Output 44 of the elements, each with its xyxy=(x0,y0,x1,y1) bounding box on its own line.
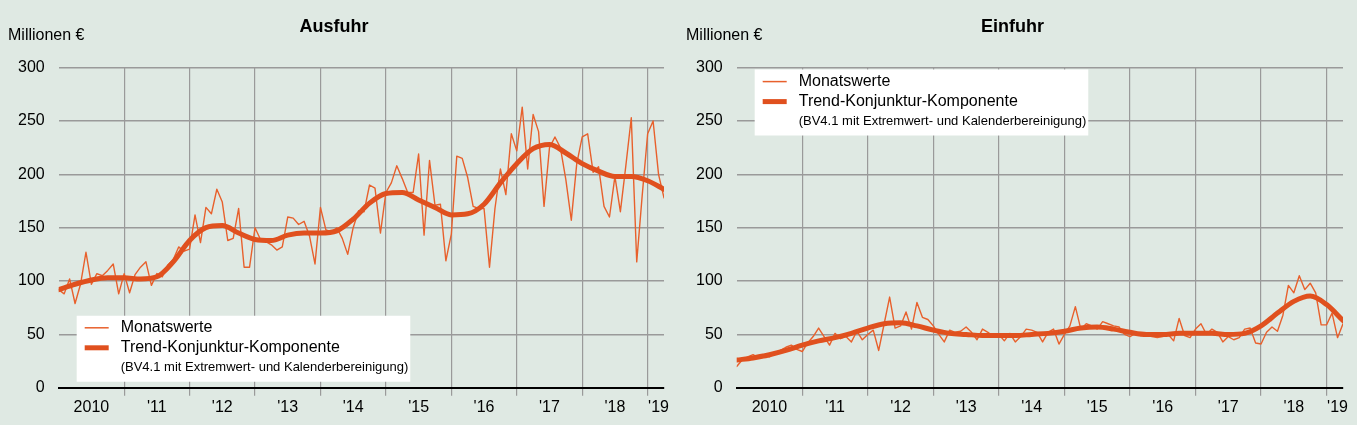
x-tick-label: '16 xyxy=(1152,397,1174,415)
y-tick-label: 250 xyxy=(695,111,723,129)
y-tick-label: 250 xyxy=(17,111,45,129)
y-tick-label: 50 xyxy=(704,324,723,342)
x-tick-label: '17 xyxy=(539,397,561,415)
y-tick-label: 200 xyxy=(695,164,723,182)
y-tick-label: 0 xyxy=(35,378,45,396)
y-tick-label: 50 xyxy=(26,324,45,342)
x-tick-label: '14 xyxy=(342,397,364,415)
x-tick-label: '11 xyxy=(147,397,167,415)
x-tick-label: '18 xyxy=(1283,397,1305,415)
legend-label: Trend-Konjunktur-Komponente xyxy=(120,338,340,356)
annotation: (BV4.1 mit Extremwert- und Kalenderbereinigung) xyxy=(798,113,1087,129)
x-tick-label: '12 xyxy=(890,397,912,415)
x-tick-label: '14 xyxy=(1021,397,1043,415)
x-tick-label: '15 xyxy=(408,397,430,415)
x-tick-label: '17 xyxy=(1217,397,1239,415)
chart-title: Einfuhr xyxy=(981,15,1044,36)
y-tick-label: 100 xyxy=(17,271,45,289)
x-tick-label: '15 xyxy=(1086,397,1108,415)
y-tick-label: 300 xyxy=(695,58,723,76)
x-tick-label: '12 xyxy=(211,397,233,415)
y-axis-title: Millionen € xyxy=(686,26,763,44)
y-tick-label: 150 xyxy=(17,218,45,236)
x-tick-label: 2010 xyxy=(73,397,110,415)
x-tick-label: '13 xyxy=(277,397,299,415)
x-tick-label: '16 xyxy=(473,397,495,415)
legend-label: Monatswerte xyxy=(120,318,213,336)
y-tick-label: 300 xyxy=(17,58,45,76)
y-axis-title: Millionen € xyxy=(8,26,85,44)
chart-title: Ausfuhr xyxy=(299,15,369,36)
x-tick-label: 2010 xyxy=(751,397,788,415)
y-tick-label: 200 xyxy=(17,164,45,182)
x-tick-label: '11 xyxy=(825,397,845,415)
x-tick-label: '18 xyxy=(604,397,626,415)
legend-label: Trend-Konjunktur-Komponente xyxy=(798,92,1018,110)
x-tick-label: '13 xyxy=(955,397,977,415)
x-tick-label: '19 xyxy=(648,397,670,415)
legend-label: Monatswerte xyxy=(798,72,891,90)
y-tick-label: 150 xyxy=(695,218,723,236)
annotation: (BV4.1 mit Extremwert- und Kalenderbereinigung) xyxy=(120,359,409,375)
y-tick-label: 100 xyxy=(695,271,723,289)
y-tick-label: 0 xyxy=(713,378,723,396)
x-tick-label: '19 xyxy=(1327,397,1349,415)
